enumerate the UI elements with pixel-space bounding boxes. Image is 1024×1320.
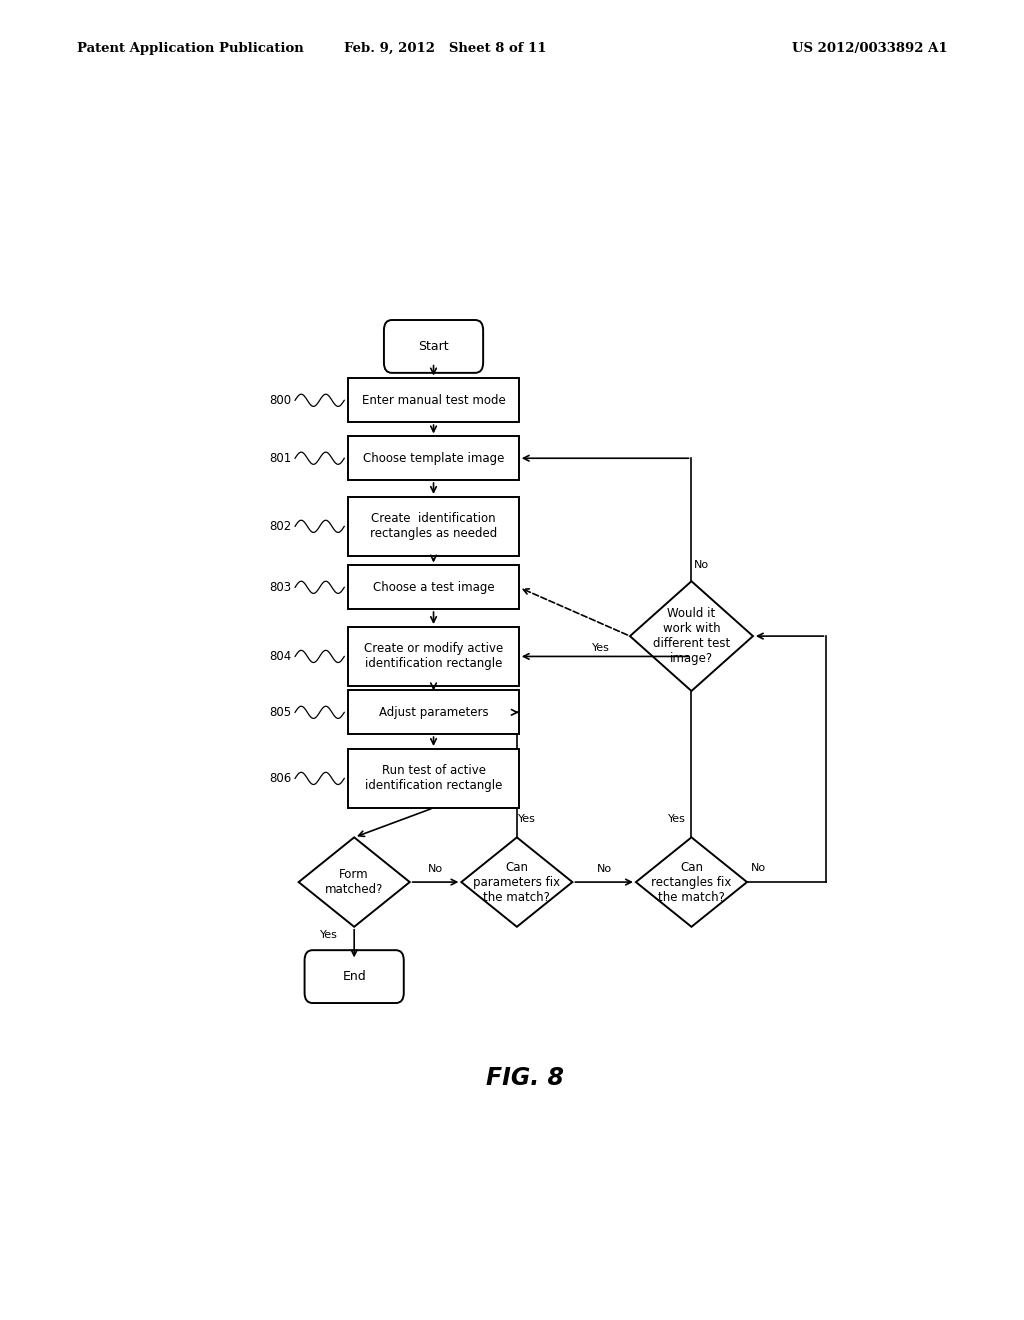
Polygon shape bbox=[636, 837, 748, 927]
Text: Yes: Yes bbox=[592, 643, 610, 653]
Text: 804: 804 bbox=[269, 649, 291, 663]
FancyBboxPatch shape bbox=[348, 379, 519, 422]
Text: 806: 806 bbox=[269, 772, 291, 785]
Text: Run test of active
identification rectangle: Run test of active identification rectan… bbox=[365, 764, 502, 792]
Text: Choose template image: Choose template image bbox=[362, 451, 504, 465]
Text: Patent Application Publication: Patent Application Publication bbox=[77, 42, 303, 55]
FancyBboxPatch shape bbox=[348, 627, 519, 686]
FancyBboxPatch shape bbox=[348, 565, 519, 609]
FancyBboxPatch shape bbox=[304, 950, 403, 1003]
Text: Adjust parameters: Adjust parameters bbox=[379, 706, 488, 719]
Text: Can
rectangles fix
the match?: Can rectangles fix the match? bbox=[651, 861, 731, 904]
Polygon shape bbox=[461, 837, 572, 927]
FancyBboxPatch shape bbox=[348, 496, 519, 556]
Polygon shape bbox=[299, 837, 410, 927]
Text: Would it
work with
different test
image?: Would it work with different test image? bbox=[653, 607, 730, 665]
Text: No: No bbox=[694, 560, 710, 570]
Text: 801: 801 bbox=[269, 451, 291, 465]
Text: Form
matched?: Form matched? bbox=[325, 869, 383, 896]
Text: Can
parameters fix
the match?: Can parameters fix the match? bbox=[473, 861, 560, 904]
Text: 802: 802 bbox=[269, 520, 291, 533]
Text: 805: 805 bbox=[269, 706, 291, 719]
Text: No: No bbox=[597, 863, 611, 874]
FancyBboxPatch shape bbox=[348, 748, 519, 808]
Text: Create or modify active
identification rectangle: Create or modify active identification r… bbox=[364, 643, 503, 671]
Polygon shape bbox=[630, 581, 753, 690]
Text: Enter manual test mode: Enter manual test mode bbox=[361, 393, 506, 407]
Text: Choose a test image: Choose a test image bbox=[373, 581, 495, 594]
FancyBboxPatch shape bbox=[348, 690, 519, 734]
Text: 800: 800 bbox=[269, 393, 291, 407]
Text: No: No bbox=[752, 863, 767, 873]
Text: Yes: Yes bbox=[321, 931, 338, 940]
Text: Feb. 9, 2012   Sheet 8 of 11: Feb. 9, 2012 Sheet 8 of 11 bbox=[344, 42, 547, 55]
Text: End: End bbox=[342, 970, 366, 983]
Text: US 2012/0033892 A1: US 2012/0033892 A1 bbox=[792, 42, 947, 55]
Text: Yes: Yes bbox=[518, 814, 537, 824]
Text: Create  identification
rectangles as needed: Create identification rectangles as need… bbox=[370, 512, 498, 540]
Text: No: No bbox=[428, 863, 443, 874]
Text: 803: 803 bbox=[269, 581, 291, 594]
Text: Start: Start bbox=[418, 341, 449, 352]
Text: FIG. 8: FIG. 8 bbox=[485, 1067, 564, 1090]
FancyBboxPatch shape bbox=[348, 437, 519, 480]
Text: Yes: Yes bbox=[669, 814, 686, 824]
FancyBboxPatch shape bbox=[384, 319, 483, 372]
